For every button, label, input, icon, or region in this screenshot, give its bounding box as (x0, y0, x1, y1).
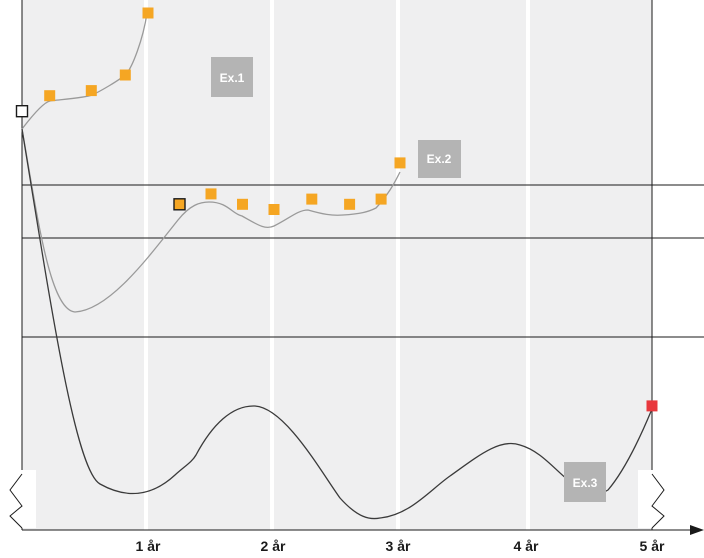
data-point-ex2 (237, 198, 248, 210)
ex3-label: Ex.3 (573, 476, 598, 490)
axis-break-mask (6, 470, 36, 528)
x-tick-label: 1 år (136, 538, 161, 554)
data-markers (15, 7, 658, 412)
end-point-ex3 (646, 400, 658, 412)
ex1-label: Ex.1 (220, 71, 245, 85)
x-tick-label: 4 år (514, 538, 539, 554)
x-tick-label: 2 år (261, 538, 286, 554)
axis-break-mask (638, 470, 668, 528)
year-band (400, 0, 526, 530)
ex2-label-box (418, 140, 461, 178)
data-point-ex2 (344, 198, 356, 210)
highlight-point-ex2 (173, 198, 186, 211)
year-band (274, 0, 396, 530)
data-point-ex1 (119, 69, 131, 81)
x-tick-label: 5 år (640, 538, 665, 554)
axis-break-left (9, 473, 23, 529)
data-point-ex2 (268, 204, 280, 215)
ex1-label-box (211, 57, 253, 97)
data-point-ex1 (44, 90, 56, 102)
start-point-ex1 (15, 104, 29, 118)
data-point-ex1 (85, 85, 97, 97)
year-band (22, 0, 144, 530)
year-band (530, 0, 652, 530)
series-curve-ex2 (21, 128, 401, 313)
plot-area (6, 0, 704, 535)
data-point-ex2 (205, 188, 217, 200)
data-point-ex2 (306, 193, 318, 205)
data-point-ex2 (375, 193, 387, 205)
ex2-label: Ex.2 (427, 152, 452, 166)
example-labels: Ex.1 Ex.2 Ex.3 (211, 57, 606, 502)
ex3-label-box (564, 462, 606, 502)
x-tick-label: 3 år (386, 538, 411, 554)
x-axis-ticks: 1 år 2 år 3 år 4 år 5 år (136, 538, 665, 554)
x-axis-arrow (690, 525, 704, 535)
axis-break-right (651, 473, 665, 529)
data-point-ex1 (142, 7, 154, 19)
data-point-ex2 (394, 157, 406, 169)
